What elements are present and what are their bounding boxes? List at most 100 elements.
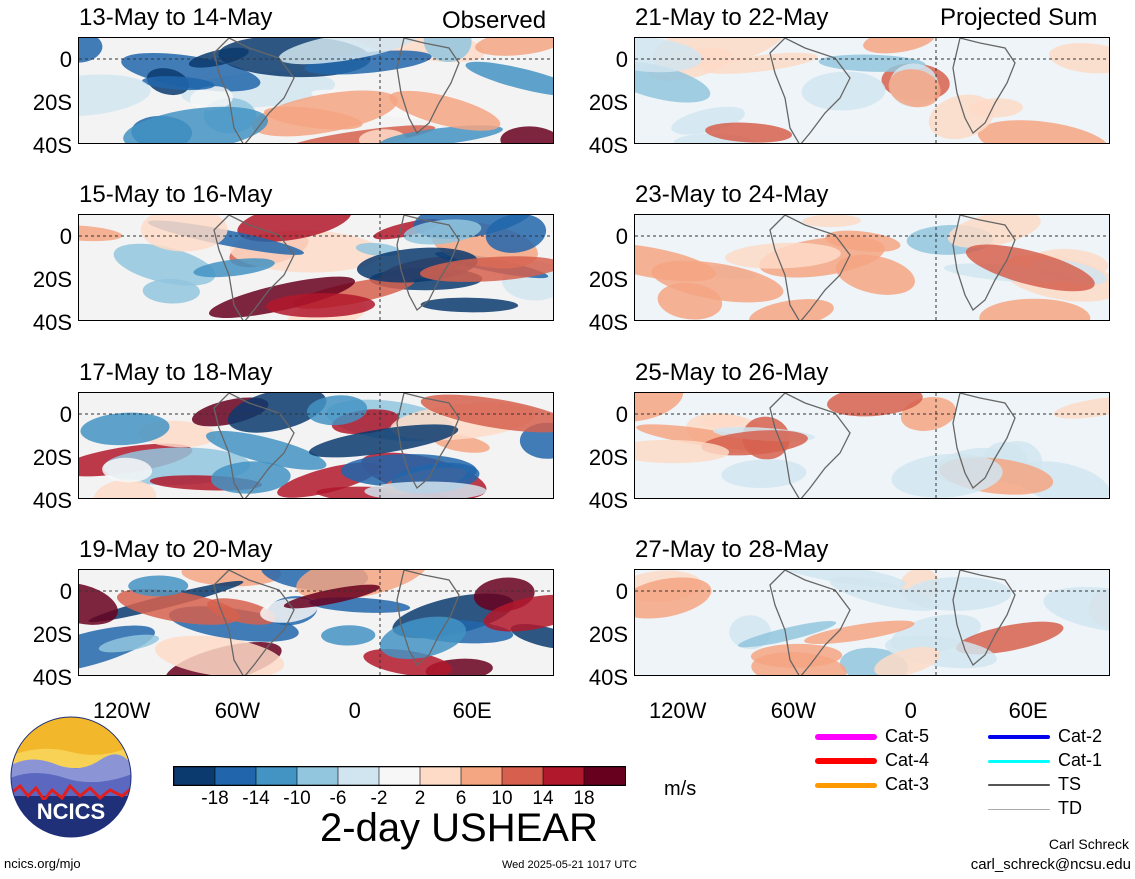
panel-title: 17-May to 18-May — [79, 359, 273, 386]
colorbar-swatch — [378, 766, 421, 786]
y-tick-label: 40S — [588, 488, 628, 513]
shear-contour — [874, 646, 941, 675]
heatmap-field — [79, 393, 553, 498]
svg-text:NCICS: NCICS — [37, 799, 105, 824]
y-tick-label: 40S — [32, 665, 72, 690]
heatmap-panel — [634, 37, 1110, 144]
colorbar-swatch — [214, 766, 257, 786]
shear-contour — [635, 439, 730, 464]
y-tick-label: 0 — [59, 47, 72, 72]
heatmap-field — [635, 393, 1109, 498]
x-tick-label: 0 — [904, 698, 917, 723]
shear-contour — [827, 393, 923, 417]
colorbar-tick-label: -18 — [201, 788, 229, 809]
shear-contour — [635, 38, 702, 73]
shear-contour — [205, 430, 327, 470]
shear-contour — [725, 242, 841, 269]
africa-outline — [396, 570, 460, 667]
x-tick-label: 0 — [348, 698, 361, 723]
heatmap-field — [79, 570, 553, 675]
shear-contour — [701, 430, 808, 456]
colorbar — [173, 766, 626, 786]
shear-contour — [190, 86, 233, 111]
y-tick-label: 20S — [32, 267, 72, 292]
shear-contour — [296, 570, 429, 600]
shear-contour — [181, 570, 282, 587]
colorbar-swatch — [583, 766, 626, 786]
south-america-outline — [213, 215, 295, 320]
shear-contour — [403, 219, 482, 245]
shear-contour — [380, 125, 503, 143]
south-america-outline — [769, 38, 851, 143]
shear-contour — [116, 589, 240, 625]
shear-contour — [475, 38, 553, 56]
legend-swatch — [988, 735, 1050, 740]
colorbar-swatch — [542, 766, 585, 786]
shear-contour — [423, 38, 472, 63]
shear-contour — [188, 47, 249, 68]
colorbar-swatch — [173, 766, 216, 786]
legend-swatch — [988, 808, 1050, 810]
y-tick-label: 20S — [588, 622, 628, 647]
shear-contour — [721, 459, 807, 488]
shear-contour — [208, 276, 356, 319]
shear-contour — [635, 393, 684, 422]
shear-contour — [955, 621, 1064, 655]
shear-contour — [237, 215, 352, 242]
shear-contour — [121, 52, 261, 92]
x-tick-label: 60W — [770, 698, 816, 723]
shear-contour — [485, 215, 547, 253]
shear-contour — [1043, 586, 1109, 633]
heatmap-field — [635, 215, 1109, 320]
shear-contour — [98, 634, 160, 653]
shear-contour — [128, 575, 189, 597]
africa-outline — [952, 393, 1016, 490]
shear-contour — [483, 594, 553, 632]
heatmap-panel — [78, 392, 554, 499]
south-america-outline — [213, 393, 295, 498]
shear-contour — [142, 278, 200, 304]
shear-contour — [802, 215, 862, 228]
shear-contour — [266, 293, 376, 318]
south-america-outline — [769, 215, 851, 320]
shear-contour — [928, 94, 995, 140]
heatmap-panel — [634, 214, 1110, 321]
shear-contour — [306, 395, 368, 426]
shear-contour — [364, 481, 487, 498]
legend-label: Cat-5 — [885, 726, 930, 746]
colorbar-tick-label: -2 — [370, 788, 388, 809]
shear-contour — [358, 129, 407, 143]
y-tick-label: 0 — [615, 47, 628, 72]
colorbar-tick-label: 6 — [455, 788, 467, 809]
africa-outline — [396, 38, 460, 135]
shear-contour — [79, 225, 123, 242]
south-america-outline — [769, 570, 851, 675]
x-tick-label: 60W — [214, 698, 260, 723]
legend-label: Cat-3 — [885, 774, 930, 794]
x-tick-label: 120W — [92, 698, 151, 723]
y-tick-label: 20S — [32, 445, 72, 470]
shear-contour — [419, 256, 553, 282]
shear-contour — [113, 243, 216, 286]
shear-contour — [420, 297, 519, 313]
panel-title: 19-May to 20-May — [79, 536, 273, 563]
chart-title: 2-day USHEAR — [320, 806, 598, 850]
legend-item: Cat-3 — [815, 772, 929, 796]
heatmap-panel — [78, 569, 554, 676]
heatmap-panel — [78, 37, 554, 144]
y-tick-label: 0 — [615, 224, 628, 249]
heatmap-field — [635, 570, 1109, 675]
legend-item: TD — [988, 796, 1082, 820]
footer-email: carl_schreck@ncsu.edu — [970, 856, 1131, 873]
shear-contour — [227, 393, 327, 433]
colorbar-swatch — [460, 766, 503, 786]
shear-contour — [979, 298, 1091, 320]
shear-contour — [977, 120, 1109, 143]
shear-contour — [1053, 397, 1109, 419]
legend-label: TD — [1058, 798, 1082, 818]
heatmap-field — [635, 38, 1109, 143]
footer-url: ncics.org/mjo — [4, 856, 81, 871]
panel-title: 25-May to 26-May — [635, 359, 829, 386]
x-tick-label: 120W — [648, 698, 707, 723]
heatmap-panel — [634, 569, 1110, 676]
